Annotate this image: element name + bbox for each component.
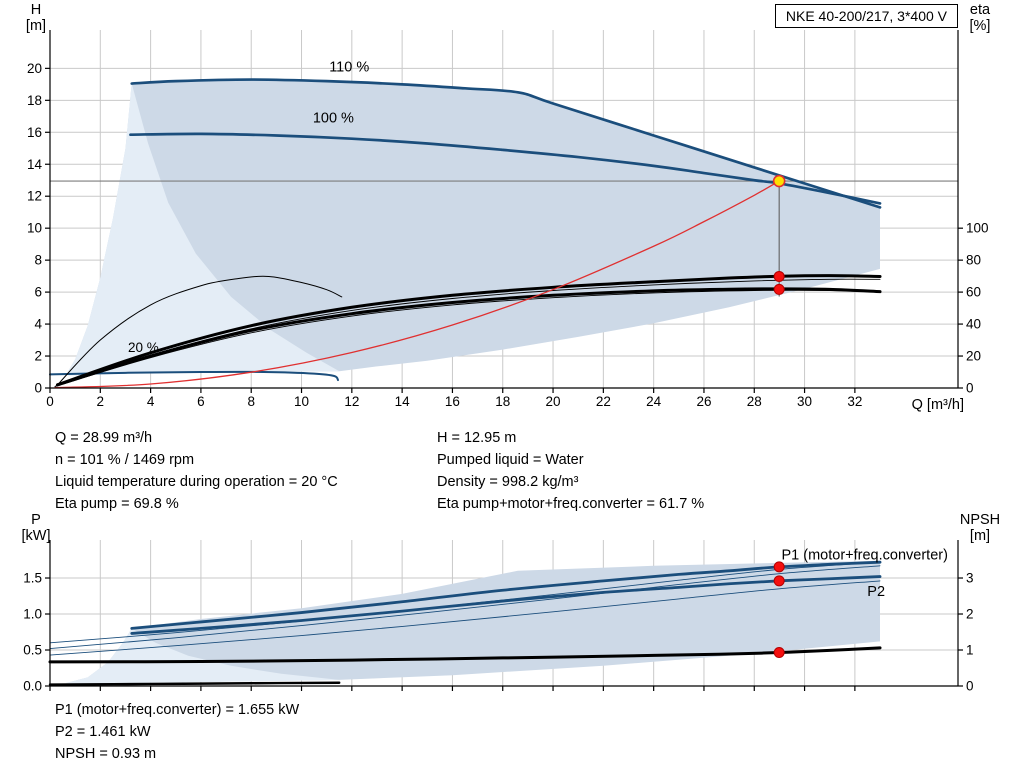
y-tick-label: 1.5 (23, 571, 42, 586)
x-tick-label: 28 (747, 394, 762, 409)
y2-tick-label: 20 (966, 349, 981, 364)
x-tick-label: 16 (445, 394, 460, 409)
info-line-q: Q = 28.99 m³/h (55, 430, 153, 446)
p2-duty-marker (773, 575, 785, 587)
x-tick-label: 4 (147, 394, 155, 409)
y-tick-label: 20 (27, 61, 42, 76)
eta-total-marker (773, 283, 785, 295)
npsh-duty-marker (773, 647, 785, 659)
y2-tick-label: 60 (966, 285, 981, 300)
y-axis-title: H (31, 2, 41, 18)
eta-curve-min-speed (57, 275, 343, 386)
label-p1-curve: P1 (motor+freq.converter) (782, 547, 948, 563)
info-line-h: H = 12.95 m (437, 430, 517, 446)
info-line-eta-pump: Eta pump = 69.8 % (55, 496, 179, 512)
x-tick-label: 30 (797, 394, 812, 409)
y-tick-label: 12 (27, 189, 42, 204)
y-tick-label: 0.5 (23, 643, 42, 658)
power-envelope (65, 560, 881, 684)
x-tick-label: 10 (294, 394, 309, 409)
power-npsh-chart: P1 (motor+freq.converter)P20.00.51.01.50… (22, 512, 1001, 694)
duty-info-right: H = 12.95 m Pumped liquid = Water Densit… (437, 427, 704, 515)
speed-curve-min (49, 370, 339, 382)
qh-eta-chart: 110 %100 %20 %0 2 4 6 8 10 12 14 16 18 20 22 24 26 28 3… (26, 2, 991, 413)
y2-tick-label: 100 (966, 221, 989, 236)
y-tick-label: 0 (34, 381, 42, 396)
y-tick-label: 4 (34, 317, 42, 332)
label-p2-curve: P2 (867, 584, 885, 600)
p1-duty-marker (773, 561, 785, 573)
info-line-liquid: Pumped liquid = Water (437, 452, 584, 468)
y-tick-label: 0.0 (23, 679, 42, 694)
y-axis-title: P (31, 512, 41, 528)
operating-envelope-light (65, 83, 340, 376)
y-tick-label: 10 (27, 221, 42, 236)
power-envelope-light (65, 628, 340, 684)
x-tick-label: 12 (344, 394, 359, 409)
y-axis-title: [m] (26, 18, 46, 34)
info-line-npsh: NPSH = 0.93 m (55, 746, 157, 762)
info-line-density: Density = 998.2 kg/m³ (437, 474, 579, 490)
x-tick-label: 24 (646, 394, 662, 409)
eta-pump-marker (773, 270, 785, 282)
duty-info-left: Q = 28.99 m³/h n = 101 % / 1469 rpm Liqu… (55, 427, 338, 515)
power-info: P1 (motor+freq.converter) = 1.655 kW P2 … (55, 699, 299, 765)
operating-envelope (65, 79, 881, 376)
power-curve-min-speed (48, 681, 341, 686)
info-line-temperature: Liquid temperature during operation = 20… (55, 474, 338, 490)
y2-axis-title: eta (970, 2, 991, 18)
x-tick-label: 20 (546, 394, 561, 409)
y-tick-label: 2 (34, 349, 42, 364)
power-curve-thin-1 (49, 565, 881, 650)
x-tick-label: 6 (197, 394, 205, 409)
info-line-p1: P1 (motor+freq.converter) = 1.655 kW (55, 702, 300, 718)
pump-model-box: NKE 40-200/217, 3*400 V (774, 4, 958, 28)
y2-axis-title: NPSH (960, 512, 1000, 528)
info-line-p2: P2 = 1.461 kW (55, 724, 151, 740)
y-tick-label: 16 (27, 125, 42, 140)
label-speed-100: 100 % (313, 111, 354, 127)
y2-tick-label: 0 (966, 381, 974, 396)
y-tick-label: 1.0 (23, 607, 42, 622)
system-curve (54, 180, 780, 389)
info-line-eta-total: Eta pump+motor+freq.converter = 61.7 % (437, 496, 705, 512)
y2-axis-title: [%] (970, 18, 991, 34)
y2-tick-label: 40 (966, 317, 981, 332)
x-tick-label: 32 (847, 394, 862, 409)
y2-tick-label: 0 (966, 679, 974, 694)
y2-tick-label: 80 (966, 253, 981, 268)
label-speed-110: 110 % (329, 60, 369, 76)
y-tick-label: 8 (34, 253, 42, 268)
y2-tick-label: 3 (966, 571, 974, 586)
power-curve-thin-2 (49, 580, 881, 656)
y-tick-label: 6 (34, 285, 42, 300)
x-tick-label: 0 (46, 394, 54, 409)
duty-point-marker (772, 174, 786, 188)
y2-tick-label: 2 (966, 607, 974, 622)
x-axis-title: Q [m³/h] (912, 397, 964, 413)
y-tick-label: 18 (27, 93, 42, 108)
label-speed-min: 20 % (128, 340, 159, 355)
speed-curve-110 (130, 78, 882, 209)
y2-axis-title: [m] (970, 528, 990, 544)
x-tick-label: 2 (97, 394, 105, 409)
npsh-curve (48, 646, 882, 664)
y-tick-label: 14 (27, 157, 43, 172)
x-tick-label: 26 (696, 394, 711, 409)
x-tick-label: 14 (395, 394, 411, 409)
y2-tick-label: 1 (966, 643, 974, 658)
y-axis-title: [kW] (22, 528, 51, 544)
x-tick-label: 22 (596, 394, 611, 409)
x-tick-label: 18 (495, 394, 510, 409)
x-tick-label: 8 (247, 394, 255, 409)
info-line-speed: n = 101 % / 1469 rpm (55, 452, 195, 468)
